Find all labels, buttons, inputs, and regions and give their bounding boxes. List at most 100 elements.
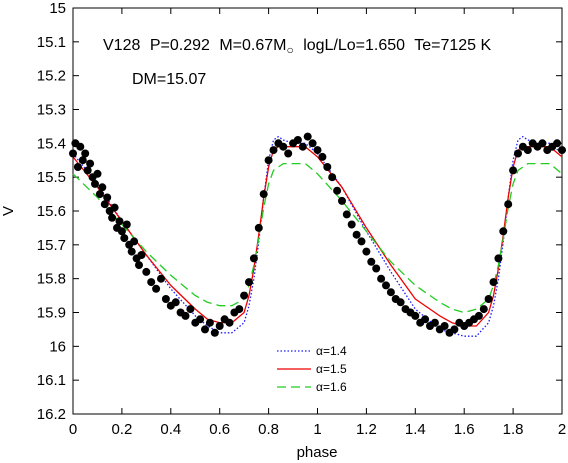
observation-point	[450, 325, 459, 334]
model-curve-line	[72, 146, 563, 327]
observation-point	[235, 305, 244, 314]
observation-point	[201, 325, 209, 334]
observation-point	[308, 139, 317, 148]
observation-point	[523, 146, 532, 155]
observation-point	[284, 149, 293, 158]
observation-point	[98, 183, 107, 192]
observation-point	[347, 220, 356, 229]
observation-point	[372, 264, 381, 273]
observation-point	[76, 142, 85, 151]
observation-point	[142, 267, 151, 276]
x-tick-label: 0.4	[160, 421, 181, 438]
star-id: V128	[103, 37, 140, 54]
observation-point	[120, 234, 129, 243]
observation-point	[421, 315, 430, 324]
y-tick-label: 15.6	[37, 203, 66, 220]
y-tick-label: 15	[49, 0, 66, 17]
observation-point	[186, 305, 195, 314]
observation-point	[135, 261, 143, 270]
observation-point	[117, 227, 126, 236]
model-curve-line	[72, 135, 563, 337]
x-tick-label: 2	[558, 421, 566, 438]
x-tick-label: 1	[313, 421, 321, 438]
mass: M=0.67M	[219, 37, 286, 54]
annotation-line-2: DM=15.07	[132, 71, 206, 88]
observation-point	[147, 278, 156, 287]
legend-label: α=1.5	[316, 362, 347, 376]
observation-point	[342, 210, 351, 219]
observation-point	[382, 281, 390, 290]
y-tick-label: 15.2	[37, 68, 66, 85]
y-tick-label: 16	[49, 338, 66, 355]
legend-label: α=1.6	[316, 380, 347, 394]
observation-point	[509, 166, 518, 175]
observation-point	[100, 200, 109, 209]
observation-point	[103, 193, 112, 202]
observation-point	[489, 278, 498, 287]
observation-point	[249, 254, 258, 263]
observation-point	[318, 152, 327, 161]
observation-point	[225, 318, 234, 327]
observation-point	[83, 166, 92, 175]
observation-point	[115, 217, 124, 226]
observation-point	[196, 315, 205, 324]
y-tick-label: 16.1	[37, 372, 66, 389]
y-tick-label: 15.4	[37, 135, 66, 152]
annotation-line-1: V128 P=0.292 M=0.67M○ logL/Lo=1.650 Te=7…	[103, 37, 492, 58]
observation-point	[73, 163, 82, 171]
period: P=0.292	[150, 37, 210, 54]
observation-point	[130, 237, 139, 246]
y-tick-label: 15.9	[37, 305, 66, 322]
y-tick-label: 15.5	[37, 169, 66, 186]
x-axis: 0 0.2 0.4 0.6 0.8 1 1.2 1.4 1.6 1.8 2	[69, 8, 566, 438]
y-tick-label: 15.8	[37, 271, 66, 288]
y-tick-label: 15.1	[37, 34, 66, 51]
observation-point	[293, 136, 302, 144]
y-tick-label: 16.2	[37, 406, 66, 423]
observation-point	[440, 322, 449, 330]
observation-point	[298, 142, 307, 151]
observation-point	[245, 278, 253, 287]
observation-point	[210, 328, 219, 337]
observation-point	[357, 237, 366, 246]
observation-point	[181, 311, 190, 320]
observation-point	[110, 203, 119, 212]
x-tick-label: 1.4	[405, 421, 426, 438]
observation-point	[367, 257, 376, 266]
observation-point	[137, 251, 146, 259]
observation-point	[538, 139, 547, 148]
y-axis-title: V	[0, 206, 17, 216]
observation-point	[254, 223, 263, 232]
observation-point	[171, 298, 180, 307]
y-axis: 15 15.1 15.2 15.3 15.4 15.5 15.6 15.7 15.8 15.9 16…	[37, 0, 562, 423]
observation-point	[91, 179, 99, 188]
observation-point	[499, 227, 508, 236]
observation-point	[333, 186, 342, 195]
observation-point	[362, 247, 371, 256]
observation-point	[338, 196, 346, 205]
x-tick-label: 0.6	[209, 421, 230, 438]
x-tick-label: 1.6	[454, 421, 475, 438]
x-axis-title: phase	[297, 444, 338, 461]
x-tick-label: 1.8	[503, 421, 524, 438]
observation-point	[328, 173, 337, 182]
observation-point	[553, 139, 562, 148]
observation-point	[494, 254, 503, 263]
observation-point	[269, 146, 278, 155]
observation-point	[93, 169, 102, 178]
x-tick-label: 0.2	[111, 421, 132, 438]
observation-point	[474, 311, 483, 320]
observation-point	[504, 200, 513, 209]
x-tick-label: 1.2	[356, 421, 377, 438]
observation-point	[386, 288, 395, 297]
observation-points	[69, 132, 566, 337]
observation-point	[279, 142, 288, 151]
observation-point	[313, 146, 322, 155]
observation-point	[303, 132, 312, 141]
observation-point	[108, 213, 117, 222]
observation-point	[95, 190, 104, 199]
legend: α=1.4 α=1.5 α=1.6	[277, 344, 347, 394]
observation-point	[479, 305, 488, 314]
observation-point	[377, 274, 386, 283]
